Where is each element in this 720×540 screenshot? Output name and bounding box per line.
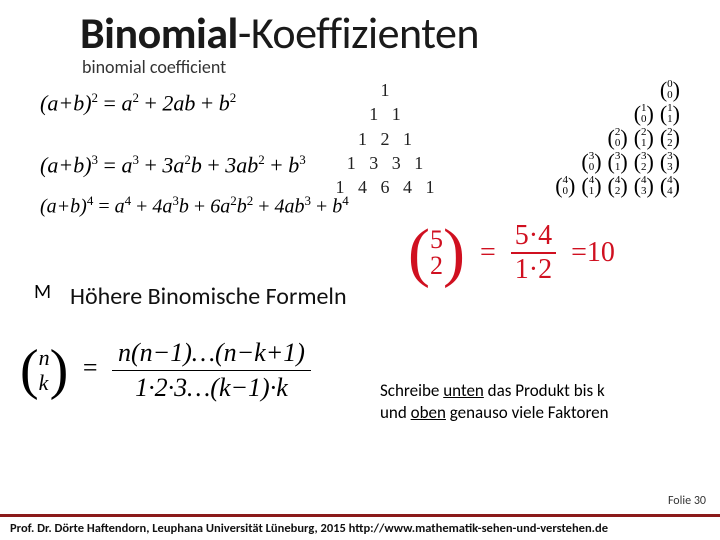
note-1b: das Produkt bis k [484, 380, 605, 401]
pascal-row: 1 4 6 4 1 [270, 175, 500, 199]
binom-symbol: (40) [555, 174, 575, 198]
note-1a: Schreibe [380, 380, 443, 401]
gen-k: k [39, 371, 50, 395]
binom-symbol: (41) [581, 174, 601, 198]
binom-symbol: (30) [581, 150, 601, 174]
note-1u: unten [443, 380, 484, 401]
footer-author: Prof. Dr. Dörte Haftendorn, Leuphana Uni… [10, 521, 349, 536]
hw-k: 2 [430, 253, 443, 279]
handwritten-example: (52) = 5·41·2 =10 [408, 220, 623, 286]
binom-row: (00) [500, 78, 680, 102]
note-2a: und [380, 402, 411, 423]
binom-symbol: (32) [634, 150, 654, 174]
binom-symbol: (43) [634, 174, 654, 198]
binom-row: (10) (11) [500, 102, 680, 126]
general-binomial-formula: (nk) = n(n−1)…(n−k+1) 1·2·3…(k−1)·k [20, 336, 311, 405]
binom-symbol: (42) [608, 174, 628, 198]
binom-symbol: (22) [660, 126, 680, 150]
gen-denominator: 1·2·3…(k−1)·k [112, 371, 311, 405]
binom-symbol: (11) [660, 102, 680, 126]
binom-row: (30) (31) (32) (33) [500, 150, 680, 174]
title-block: Binomial-Koeffizienten binomial coeffici… [0, 0, 720, 78]
content-area: (a+b)2 = a2 + 2ab + b2 (a+b)3 = a3 + 3a2… [0, 78, 720, 218]
hw-den: 1·2 [511, 254, 556, 286]
title-thin: -Koeffizienten [238, 6, 479, 60]
binom-symbol: (44) [660, 174, 680, 198]
pascal-row: 1 [270, 78, 500, 102]
binom-symbol: (10) [634, 102, 654, 126]
binom-symbol: (00) [660, 78, 680, 102]
pascal-triangle: 11 11 2 11 3 3 11 4 6 4 1 [270, 78, 500, 199]
binom-row: (20) (21) (22) [500, 126, 680, 150]
binom-symbol: (21) [634, 126, 654, 150]
binomial-notation-column: (00) (10) (11) (20) (21) (22) (30) (31) (32) (33)… [500, 78, 680, 198]
page-title: Binomial-Koeffizienten [80, 6, 720, 60]
pascal-row: 1 3 3 1 [270, 151, 500, 175]
hw-n: 5 [430, 227, 443, 253]
binom-row: (40) (41) (42) (43) (44) [500, 174, 680, 198]
note-2u: oben [411, 402, 446, 423]
footer: Prof. Dr. Dörte Haftendorn, Leuphana Uni… [0, 514, 720, 540]
binom-symbol: (20) [608, 126, 628, 150]
pascal-row: 1 1 [270, 102, 500, 126]
gen-numerator: n(n−1)…(n−k+1) [112, 336, 311, 371]
binom-symbol: (31) [608, 150, 628, 174]
hw-result: =10 [563, 237, 623, 268]
binom-symbol: (33) [660, 150, 680, 174]
title-bold: Binomial [80, 6, 238, 60]
hw-num: 5·4 [511, 220, 556, 254]
instruction-note: Schreibe unten das Produkt bis k und obe… [380, 380, 700, 424]
footer-url: http://www.mathematik-sehen-und-verstehe… [349, 521, 608, 536]
hoehere-heading: Höhere Binomische Formeln [70, 282, 347, 311]
m-label: M [34, 280, 51, 304]
gen-n: n [39, 346, 50, 370]
note-2b: genauso viele Faktoren [446, 402, 609, 423]
slide-number: Folie 30 [668, 494, 706, 508]
pascal-row: 1 2 1 [270, 127, 500, 151]
